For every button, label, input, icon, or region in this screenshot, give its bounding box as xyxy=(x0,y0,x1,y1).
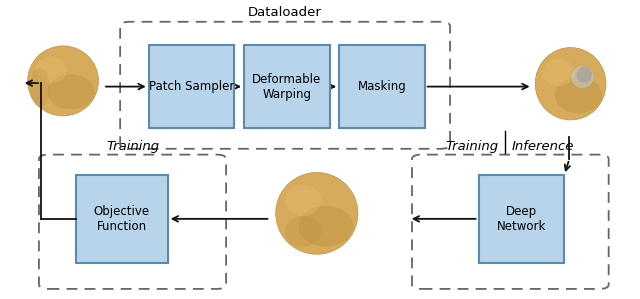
Ellipse shape xyxy=(35,57,67,83)
Ellipse shape xyxy=(285,185,321,216)
Ellipse shape xyxy=(535,48,606,120)
Text: Patch Sampler: Patch Sampler xyxy=(149,80,234,93)
Text: Training: Training xyxy=(106,140,159,153)
FancyBboxPatch shape xyxy=(148,45,234,128)
Ellipse shape xyxy=(577,67,592,83)
Text: Dataloader: Dataloader xyxy=(248,6,322,19)
Ellipse shape xyxy=(29,68,49,107)
FancyBboxPatch shape xyxy=(76,175,168,263)
FancyBboxPatch shape xyxy=(339,45,425,128)
Ellipse shape xyxy=(47,74,95,109)
Ellipse shape xyxy=(28,46,99,116)
Ellipse shape xyxy=(298,206,353,247)
Text: Inference: Inference xyxy=(511,140,573,153)
Ellipse shape xyxy=(285,216,321,247)
Text: Masking: Masking xyxy=(358,80,406,93)
Ellipse shape xyxy=(571,66,594,88)
FancyBboxPatch shape xyxy=(479,175,564,263)
FancyBboxPatch shape xyxy=(244,45,330,128)
Ellipse shape xyxy=(555,77,602,113)
Text: Objective
Function: Objective Function xyxy=(93,205,150,233)
Ellipse shape xyxy=(543,59,575,86)
Text: Training: Training xyxy=(445,140,499,153)
Text: Deep
Network: Deep Network xyxy=(497,205,546,233)
Text: Deformable
Warping: Deformable Warping xyxy=(252,73,321,101)
Ellipse shape xyxy=(276,173,358,254)
